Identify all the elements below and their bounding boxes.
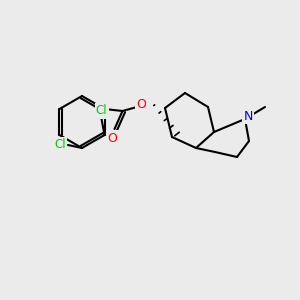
Text: Cl: Cl: [96, 104, 107, 118]
Text: O: O: [108, 131, 118, 145]
Text: O: O: [136, 98, 146, 112]
Text: Cl: Cl: [54, 139, 66, 152]
Text: N: N: [243, 110, 253, 122]
